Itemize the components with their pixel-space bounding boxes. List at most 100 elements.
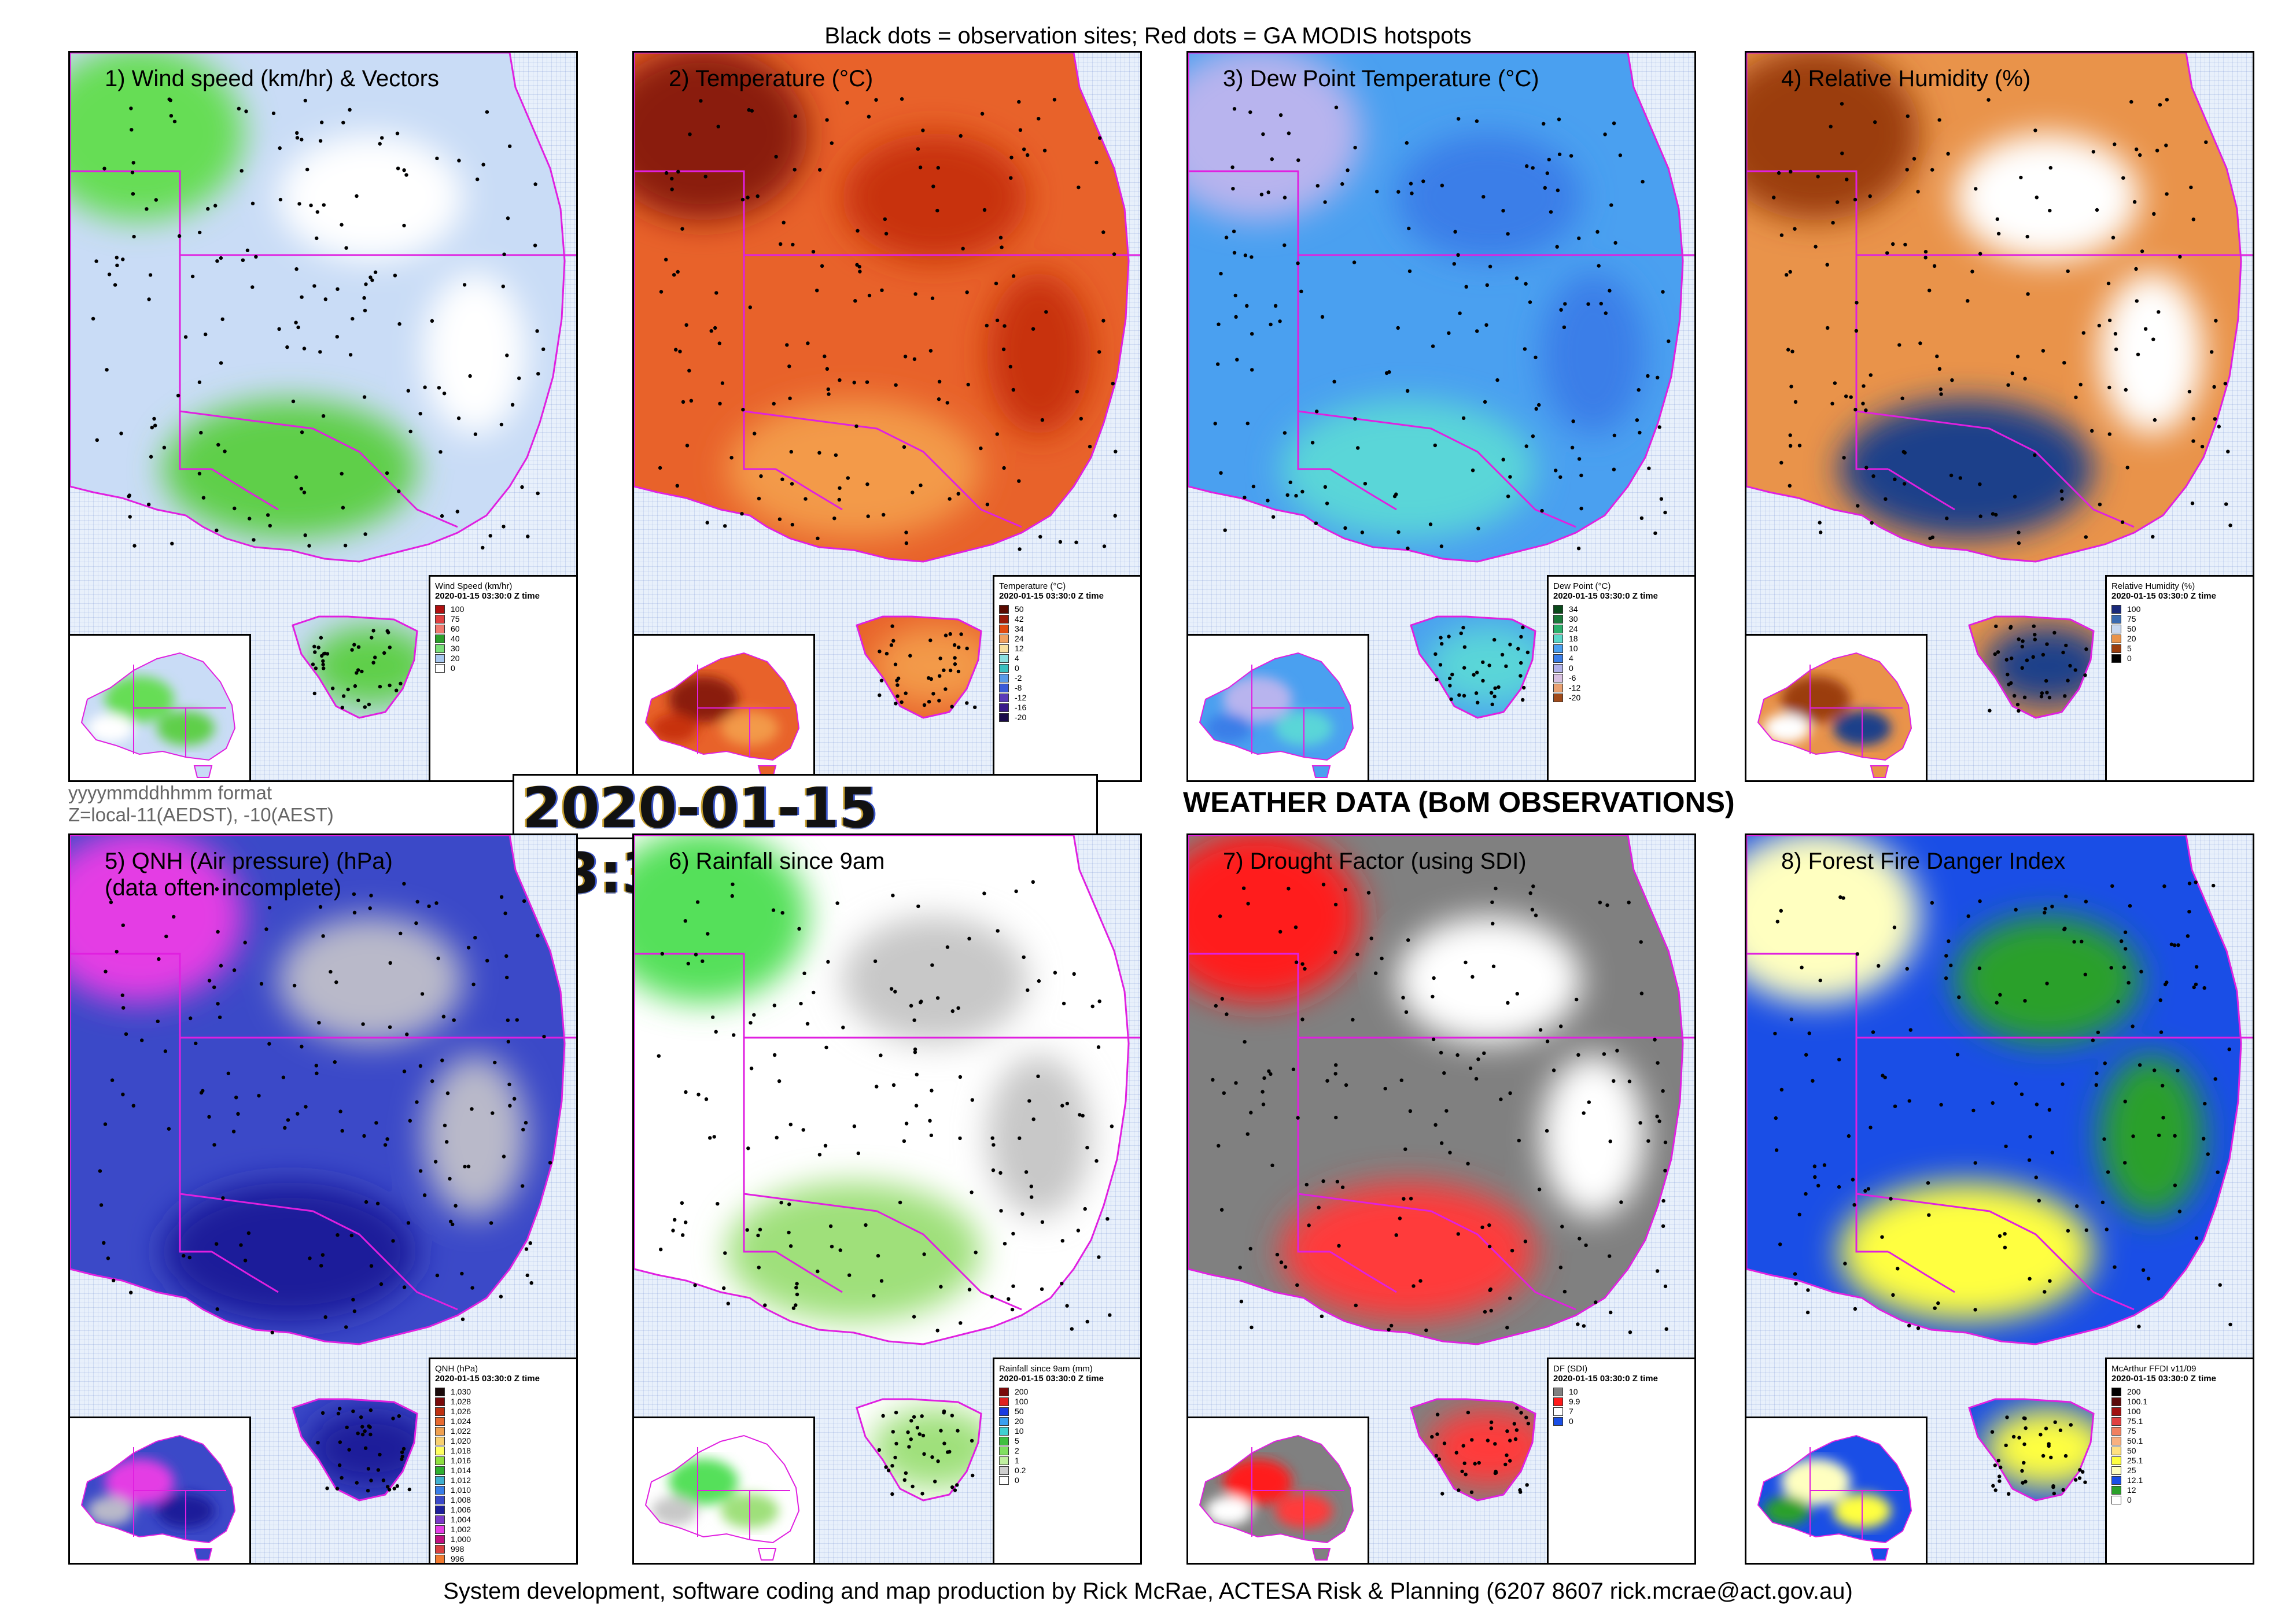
legend-item: 50 <box>2111 1446 2253 1456</box>
map-legend: Wind Speed (km/hr) 2020-01-15 03:30:0 Z t… <box>429 575 576 780</box>
legend-item: 998 <box>435 1544 576 1554</box>
legend-item: 0 <box>1553 1417 1694 1426</box>
legend-swatch <box>999 1437 1009 1445</box>
legend-title: QNH (hPa) <box>435 1364 478 1374</box>
legend-item: 75 <box>435 614 576 624</box>
legend-label: 1,018 <box>451 1446 471 1455</box>
legend-item: -12 <box>999 693 1140 703</box>
legend-label: 10 <box>1569 644 1578 653</box>
legend-label: 1,012 <box>451 1476 471 1485</box>
legend-title: Wind Speed (km/hr) <box>435 581 513 591</box>
legend-label: -12 <box>1569 683 1581 692</box>
legend-item: 1,018 <box>435 1446 576 1456</box>
legend-label: 30 <box>451 644 460 653</box>
legend-item: 30 <box>1553 614 1694 624</box>
weather-data-heading: WEATHER DATA (BoM OBSERVATIONS) <box>1183 786 1735 818</box>
panel-ffdi[interactable]: 8) Forest Fire Danger Index McArthur FFDI… <box>1745 833 2254 1565</box>
legend-title: Dew Point (°C) <box>1553 581 1611 591</box>
legend-swatch <box>999 703 1009 712</box>
legend-label: 0 <box>1015 663 1019 673</box>
legend-label: 4 <box>1569 654 1573 663</box>
legend-swatch <box>435 1525 445 1534</box>
legend-label: 994 <box>451 1564 464 1565</box>
map-surface <box>1746 53 2253 719</box>
legend-item: 10 <box>1553 1387 1694 1397</box>
legend-item: 34 <box>1553 604 1694 614</box>
legend-item: 25.1 <box>2111 1456 2253 1466</box>
panel-relative-humidity[interactable]: 4) Relative Humidity (%) Relative Humidit… <box>1745 51 2254 782</box>
legend-label: 1,024 <box>451 1417 471 1426</box>
legend-swatch <box>1553 664 1563 673</box>
datestamp: 2020-01-15 03:30:0 <box>513 774 1098 906</box>
legend-item: 1,010 <box>435 1485 576 1495</box>
legend-label: -20 <box>1015 713 1027 722</box>
legend-item: 100 <box>2111 1407 2253 1417</box>
legend-swatch <box>1553 674 1563 683</box>
legend-item: 1,006 <box>435 1505 576 1515</box>
legend-label: -8 <box>1015 683 1022 692</box>
legend-label: 50 <box>2127 1446 2136 1455</box>
legend-swatch <box>2111 1407 2121 1416</box>
legend-item: 1,002 <box>435 1525 576 1535</box>
panel-dew-point[interactable]: 3) Dew Point Temperature (°C) Dew Point (… <box>1186 51 1696 782</box>
legend-swatch <box>435 1437 445 1445</box>
panel-title: 1) Wind speed (km/hr) & Vectors <box>105 66 439 91</box>
legend-swatch <box>999 694 1009 702</box>
legend-label: -6 <box>1569 673 1576 683</box>
map-legend: Dew Point (°C) 2020-01-15 03:30:0 Z time 3… <box>1547 575 1694 780</box>
panel-qnh[interactable]: 5) QNH (Air pressure) (hPa) (data often … <box>68 833 578 1565</box>
legend-item: 12.1 <box>2111 1476 2253 1485</box>
legend-swatch <box>435 1515 445 1524</box>
panel-wind-speed[interactable]: 1) Wind speed (km/hr) & Vectors Wind Spee… <box>68 51 578 782</box>
legend-item: 1,024 <box>435 1417 576 1426</box>
legend-swatch <box>435 1496 445 1504</box>
legend-item: 1,014 <box>435 1466 576 1476</box>
legend-label: 0 <box>2127 1495 2132 1504</box>
legend-item: -16 <box>999 703 1140 713</box>
legend-swatch <box>435 664 445 673</box>
legend-item: -20 <box>999 713 1140 722</box>
legend-swatch <box>2111 1456 2121 1465</box>
legend-swatch <box>999 1388 1009 1396</box>
legend-swatch <box>2111 644 2121 653</box>
legend-label: 1 <box>1015 1456 1019 1465</box>
legend-swatch <box>999 1417 1009 1426</box>
legend-swatch <box>2111 1397 2121 1406</box>
legend-swatch <box>999 1397 1009 1406</box>
panel-temperature[interactable]: 2) Temperature (°C) Temperature (°C) 2020-… <box>632 51 1142 782</box>
legend-swatch <box>435 1506 445 1514</box>
legend-label: 40 <box>451 634 460 643</box>
legend-item: 100 <box>435 604 576 614</box>
legend-label: 0.2 <box>1015 1466 1026 1475</box>
legend-swatch <box>999 674 1009 683</box>
legend-label: 20 <box>2127 634 2136 643</box>
legend-label: 100 <box>451 604 465 614</box>
map-legend: McArthur FFDI v11/09 2020-01-15 03:30:0 Z… <box>2105 1358 2253 1563</box>
legend-item: 1,026 <box>435 1407 576 1417</box>
legend-label: 5 <box>1015 1436 1019 1445</box>
legend-label: 100 <box>2127 1407 2141 1416</box>
legend-label: 100.1 <box>2127 1397 2148 1406</box>
legend-swatch <box>2111 1417 2121 1426</box>
panel-rainfall[interactable]: 6) Rainfall since 9am Rainfall since 9am … <box>632 833 1142 1565</box>
legend-swatch <box>435 1447 445 1455</box>
legend-label: 12.1 <box>2127 1476 2143 1485</box>
time-format-line1: yyyymmddhhmm format <box>68 782 272 803</box>
legend-swatch <box>1553 654 1563 663</box>
legend-label: 4 <box>1015 654 1019 663</box>
legend-item: 10 <box>1553 644 1694 654</box>
legend-title: DF (SDI) <box>1553 1364 1588 1374</box>
legend-label: 34 <box>1569 604 1578 614</box>
legend-swatch <box>2111 605 2121 614</box>
legend-label: 9.9 <box>1569 1397 1580 1406</box>
panel-drought-factor[interactable]: 7) Drought Factor (using SDI) DF (SDI) 202… <box>1186 833 1696 1565</box>
legend-item: 42 <box>999 614 1140 624</box>
legend-swatch <box>1553 1417 1563 1426</box>
legend-item: 100 <box>2111 604 2253 614</box>
legend-item: 18 <box>1553 634 1694 644</box>
panel-title: 4) Relative Humidity (%) <box>1781 66 2031 91</box>
legend-item: 34 <box>999 624 1140 634</box>
legend-label: -12 <box>1015 693 1027 702</box>
legend-label: 996 <box>451 1554 465 1563</box>
legend-label: -16 <box>1015 703 1027 712</box>
